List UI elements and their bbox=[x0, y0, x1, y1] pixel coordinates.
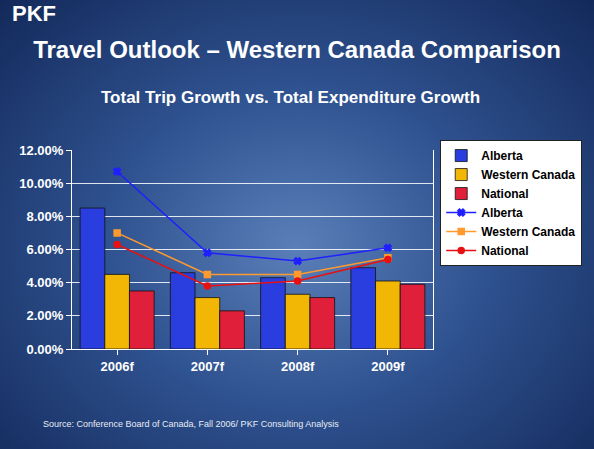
svg-text:PKF: PKF bbox=[12, 1, 56, 26]
svg-text:0.00%: 0.00% bbox=[27, 342, 64, 357]
svg-text:10.00%: 10.00% bbox=[19, 176, 64, 191]
svg-text:Source: Conference Board of Ca: Source: Conference Board of Canada, Fall… bbox=[43, 419, 339, 429]
svg-text:National: National bbox=[481, 244, 528, 258]
svg-text:Total Trip Growth vs. Total Ex: Total Trip Growth vs. Total Expenditure … bbox=[101, 88, 480, 107]
svg-text:Alberta: Alberta bbox=[481, 206, 523, 220]
svg-text:8.00%: 8.00% bbox=[27, 209, 64, 224]
svg-text:2.00%: 2.00% bbox=[27, 308, 64, 323]
svg-text:12.00%: 12.00% bbox=[19, 143, 64, 158]
svg-text:National: National bbox=[481, 187, 528, 201]
svg-text:6.00%: 6.00% bbox=[27, 242, 64, 257]
svg-text:2009f: 2009f bbox=[371, 359, 405, 374]
svg-text:4.00%: 4.00% bbox=[27, 275, 64, 290]
svg-text:Alberta: Alberta bbox=[481, 149, 523, 163]
svg-text:2007f: 2007f bbox=[191, 359, 225, 374]
svg-text:2008f: 2008f bbox=[281, 359, 315, 374]
svg-text:Travel Outlook – Western Canad: Travel Outlook – Western Canada Comparis… bbox=[33, 36, 561, 63]
svg-text:Western Canada: Western Canada bbox=[481, 168, 575, 182]
svg-text:Western Canada: Western Canada bbox=[481, 225, 575, 239]
svg-text:2006f: 2006f bbox=[101, 359, 135, 374]
